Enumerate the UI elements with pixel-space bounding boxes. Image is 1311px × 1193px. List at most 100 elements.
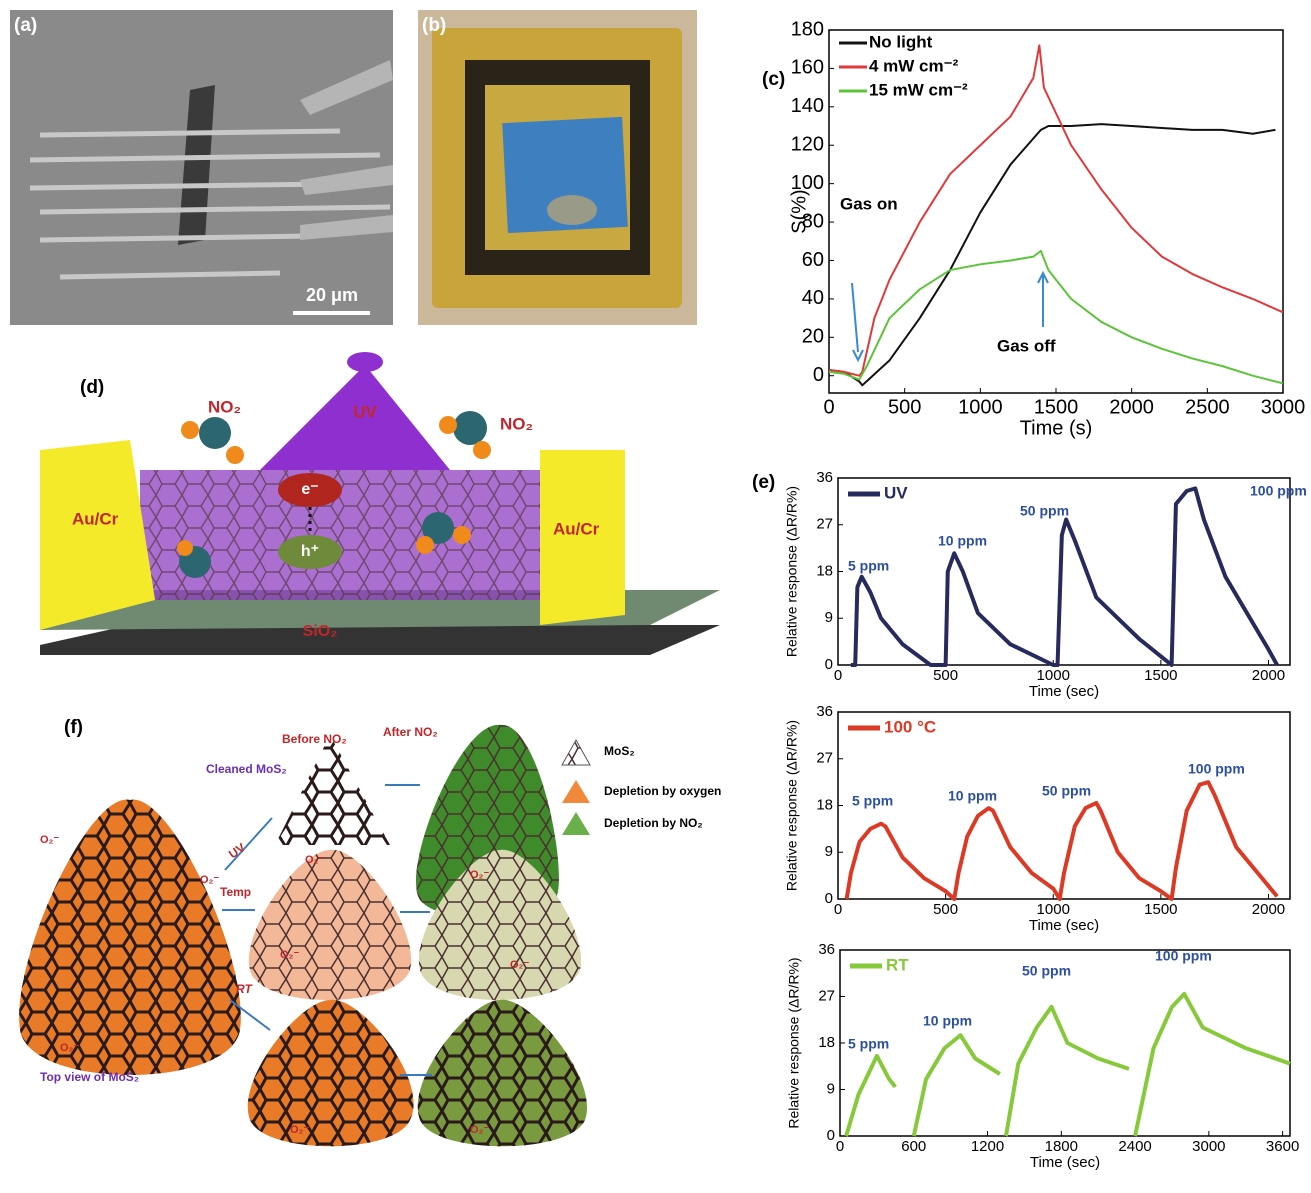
x-tick-label: 3000 [1192,1138,1225,1155]
x-axis-label: Time (sec) [1030,1154,1100,1171]
oxygen: O₂⁻ [305,854,324,866]
y-tick-label: 9 [825,843,833,860]
x-tick-label: 0 [834,901,842,918]
state-label: Before NO₂ [282,732,347,746]
x-tick-label: 2500 [1185,396,1230,418]
oxygen: O₂⁻ [60,1042,79,1054]
y-axis-label: Relative response (ΔR/R%) [784,720,800,891]
y-tick-label: 180 [791,18,824,40]
annotation: 100 ppm [1188,761,1245,777]
legend-entry: Depletion by oxygen [604,784,721,798]
panel-a: (a) 20 μm [10,10,393,325]
electron-label: e⁻ [301,481,318,498]
y-tick-label: 160 [791,57,824,79]
series-line [844,780,1279,901]
annotation: 10 ppm [938,533,987,549]
panel-d: (d) NO₂ NO₂ UV Au/Cr Au/Cr e⁻ h⁺ SiO₂ [40,352,720,655]
x-axis-label: Time (sec) [1029,917,1099,934]
oxygen-labels: O₂⁻ O₂⁻ O₂⁻ O₂⁻ O₂⁻ O₂⁻ O₂⁻ O₂⁻ O₂⁻ [40,834,529,1136]
x-tick-label: 500 [888,396,921,418]
y-tick-label: 36 [816,703,833,720]
x-tick-label: 2000 [1109,396,1154,418]
x-tick-label: 1200 [971,1138,1004,1155]
panel-f: (f) Before NO₂ After NO₂ Cleaned MoS₂ Mo… [19,717,721,1147]
oxygen: O₂⁻ [470,1124,489,1136]
molecule-label: NO₂ [208,397,241,416]
y-tick-label: 18 [818,1034,835,1051]
annotation: 10 ppm [923,1013,972,1029]
x-tick-label: 1000 [1037,901,1070,918]
annotation: 50 ppm [1020,503,1069,519]
annotation: 5 ppm [848,1036,889,1052]
hole-label: h⁺ [301,543,319,560]
panel-label: (a) [14,15,37,36]
x-axis-label: Time (sec) [1029,683,1099,700]
y-axis-label: S(%) [788,189,810,233]
series-line [828,249,1284,385]
panel-label: (e) [752,472,775,493]
legend-entry: UV [884,483,908,502]
legend-entry: MoS₂ [604,744,635,758]
x-tick-label: 3000 [1261,396,1306,418]
y-tick-label: 20 [802,326,824,348]
y-tick-label: 0 [825,890,833,907]
legend-entry: RT [886,955,909,974]
y-tick-label: 0 [827,1127,835,1144]
arrows [851,270,1049,363]
x-tick-label: 1000 [958,396,1003,418]
x-tick-label: 0 [834,667,842,684]
y-tick-label: 140 [791,95,824,117]
panel-label: (f) [64,717,83,738]
y-tick-label: 27 [818,987,835,1004]
x-tick-label: 3600 [1266,1138,1299,1155]
x-tick-label: 600 [901,1138,926,1155]
y-tick-label: 36 [816,469,833,486]
legend-entry: Depletion by NO₂ [604,816,703,830]
series-line [828,123,1276,387]
uv-label: UV [353,402,377,421]
y-tick-label: 27 [816,516,833,533]
x-tick-label: 2000 [1252,901,1285,918]
x-tick-label: 1500 [1144,667,1177,684]
x-tick-label: 1500 [1144,901,1177,918]
y-tick-label: 18 [816,562,833,579]
legend-entry: 4 mW cm⁻² [869,56,959,75]
x-tick-label: 1800 [1045,1138,1078,1155]
y-tick-label: 0 [813,364,824,386]
series-line [850,486,1279,667]
annotation: 10 ppm [948,788,997,804]
x-tick-label: 1000 [1037,667,1070,684]
y-tick-label: 27 [816,750,833,767]
annotation: Gas on [840,194,898,213]
y-tick-label: 9 [827,1080,835,1097]
y-tick-label: 18 [816,796,833,813]
y-axis-label: Relative response (ΔR/R%) [786,957,802,1128]
y-tick-label: 80 [802,210,824,232]
y-tick-label: 120 [791,134,824,156]
annotation: Gas off [997,336,1056,355]
route-label: Temp [220,885,251,899]
annotation: 100 ppm [1250,483,1307,499]
oxygen: O₂⁻ [470,869,489,881]
series-line [828,44,1284,377]
x-tick-label: 1500 [1034,396,1079,418]
legend-entry: No light [869,32,933,51]
state-label: After NO₂ [383,725,438,739]
oxygen: O₂⁻ [290,1124,309,1136]
panel-label: (c) [762,69,785,90]
substrate-label: SiO₂ [303,623,338,640]
y-tick-label: 40 [802,287,824,309]
route-label: RT [236,982,253,996]
panel-label: (d) [80,377,104,398]
x-tick-label: 500 [933,901,958,918]
oxygen: O₂⁻ [40,834,59,846]
x-tick-label: 0 [823,396,834,418]
x-tick-label: 2400 [1118,1138,1151,1155]
scale-bar: 20 μm [306,285,358,305]
annotation: 50 ppm [1042,783,1091,799]
x-axis-label: Time (s) [1020,417,1093,439]
annotation: 5 ppm [852,793,893,809]
route-label: UV [226,840,248,861]
legend-entry: 100 °C [884,717,936,736]
